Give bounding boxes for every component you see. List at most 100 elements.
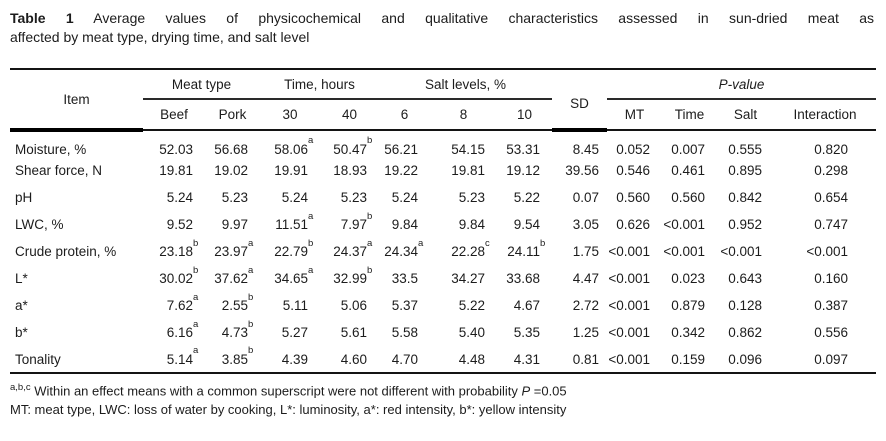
table-row: pH 5.24 5.23 5.24 5.23 5.24 5.23 5.22 0.07 0.560 0… — [10, 184, 876, 211]
table-cell: 0.342 — [671, 325, 705, 340]
table-cell: 22.79b — [274, 237, 314, 259]
table-cell: 0.879 — [671, 298, 705, 313]
table-cell: 3.05 — [572, 217, 599, 232]
row-label: a* — [15, 298, 28, 313]
table-cell: 5.06 — [340, 298, 367, 313]
table-cell: 0.128 — [728, 298, 762, 313]
table-cell: 0.556 — [814, 325, 849, 340]
table-cell: 4.47 — [572, 271, 599, 286]
data-table: Item Meat type Time, hours Salt levels, … — [10, 68, 877, 374]
table-cell: <0.001 — [608, 271, 650, 286]
table-header: Item Meat type Time, hours Salt levels, … — [10, 69, 877, 132]
table-cell: 4.70 — [391, 351, 418, 367]
table-cell: <0.001 — [608, 298, 650, 313]
col-group-p-value: P-value — [607, 69, 877, 100]
table-cell: 0.096 — [728, 351, 762, 367]
footnote-sup-marks: a,b,c — [10, 382, 31, 393]
table-cell: 0.820 — [814, 141, 849, 157]
col-group-time-hours: Time, hours — [260, 69, 379, 100]
table-cell: 56.68 — [214, 141, 248, 157]
table-cell: 37.62a — [214, 264, 254, 286]
row-label: Shear force, N — [15, 163, 103, 178]
table-cell: 0.097 — [814, 351, 849, 367]
table-cell: 2.55b — [221, 291, 254, 313]
row-label: L* — [15, 271, 28, 286]
table-row: Crude protein, % 23.18b 23.97a 22.79b 24.37a… — [10, 238, 876, 265]
table-cell: 4.67 — [513, 298, 540, 313]
col-header-p-salt: Salt — [717, 99, 774, 131]
col-group-meat-type: Meat type — [143, 69, 260, 100]
table-cell: 0.626 — [616, 217, 650, 232]
table-cell: 24.37a — [333, 237, 373, 259]
table-cell: 4.60 — [340, 351, 367, 367]
table-cell: 0.560 — [616, 190, 650, 205]
table-cell: 19.12 — [506, 163, 540, 178]
table-cell: 23.18b — [159, 237, 199, 259]
row-label: Crude protein, % — [15, 244, 117, 259]
page: Table 1 Average values of physicochemica… — [10, 10, 877, 417]
row-label: pH — [15, 190, 33, 205]
table-cell: 0.555 — [728, 141, 762, 157]
col-header-time-40: 40 — [320, 99, 379, 131]
table-cell: 4.39 — [281, 351, 308, 367]
row-label: LWC, % — [15, 217, 64, 232]
col-header-time-30: 30 — [260, 99, 320, 131]
table-cell: 5.24 — [391, 190, 418, 205]
col-header-salt-8: 8 — [430, 99, 497, 131]
caption-label: Table 1 — [10, 10, 74, 26]
header-group-row: Item Meat type Time, hours Salt levels, … — [10, 69, 877, 132]
table-cell: 7.62a — [166, 291, 199, 313]
table-cell: 5.14a — [166, 345, 199, 367]
table-row: L* 30.02b 37.62a 34.65a 32.99b 33.5 34.27 33.68… — [10, 265, 876, 292]
table-cell: <0.001 — [608, 351, 650, 367]
table-cell: 0.81 — [572, 351, 599, 367]
col-header-salt-10: 10 — [497, 99, 552, 131]
table-cell: 30.02b — [159, 264, 199, 286]
table-cell: 0.387 — [814, 298, 849, 313]
table-cell: <0.001 — [720, 244, 762, 259]
table-cell: 0.461 — [671, 163, 705, 178]
row-label: Moisture, % — [15, 142, 87, 157]
row-label: b* — [15, 325, 28, 340]
col-header-sd: SD — [552, 69, 607, 132]
header-sub-row: Beef Pork 30 40 6 8 10 MT Time Salt Inte… — [10, 99, 877, 131]
table-cell: 9.84 — [458, 217, 485, 232]
col-header-salt-6: 6 — [379, 99, 430, 131]
table-row: b* 6.16a 4.73b 5.27 5.61 5.58 5.40 5.35 1.25 <0.0… — [10, 319, 876, 346]
col-group-salt-levels: Salt levels, % — [379, 69, 552, 100]
footnote-line1-text: Within an effect means with a common sup… — [30, 383, 522, 399]
table-cell: 19.02 — [214, 163, 248, 178]
table-cell: 23.97a — [214, 237, 254, 259]
table-cell: 9.54 — [513, 217, 540, 232]
table-cell: 9.97 — [221, 217, 248, 232]
table-cell: 7.97b — [340, 210, 373, 232]
table-cell: 58.06a — [274, 135, 314, 157]
table-row: LWC, % 9.52 9.97 11.51a 7.97b 9.84 9.84 9.54 3.0… — [10, 211, 876, 238]
table-body: Moisture, % 52.03 56.68 58.06a 50.47b 56.21 54… — [10, 130, 876, 373]
table-cell: 6.16a — [166, 318, 199, 340]
table-cell: 5.23 — [340, 190, 367, 205]
footnote-p-symbol: P — [521, 383, 531, 399]
col-header-p-time: Time — [662, 99, 717, 131]
row-label: Tonality — [15, 351, 61, 367]
col-header-beef: Beef — [143, 99, 205, 131]
table-cell: 4.48 — [458, 351, 485, 367]
table-row: Tonality 5.14a 3.85b 4.39 4.60 4.70 4.48 4.31 0.… — [10, 346, 876, 373]
table-cell: 39.56 — [565, 163, 599, 178]
table-cell: <0.001 — [663, 244, 705, 259]
footnote-line1-tail: =0.05 — [530, 383, 567, 399]
table-cell: 5.37 — [391, 298, 418, 313]
table-cell: 0.546 — [616, 163, 650, 178]
table-cell: 5.61 — [340, 325, 367, 340]
table-cell: 5.24 — [166, 190, 193, 205]
table-cell: 0.643 — [728, 271, 762, 286]
table-cell: 0.952 — [728, 217, 762, 232]
caption-text-line2: affected by meat type, drying time, and … — [10, 29, 310, 45]
table-cell: 4.73b — [221, 318, 254, 340]
caption-text-line1: Average values of physicochemical and qu… — [93, 10, 875, 26]
table-cell: 5.35 — [513, 325, 540, 340]
table-cell: 34.27 — [451, 271, 485, 286]
table-cell: <0.001 — [663, 217, 705, 232]
table-cell: 33.68 — [506, 271, 540, 286]
table-cell: 1.75 — [572, 244, 599, 259]
